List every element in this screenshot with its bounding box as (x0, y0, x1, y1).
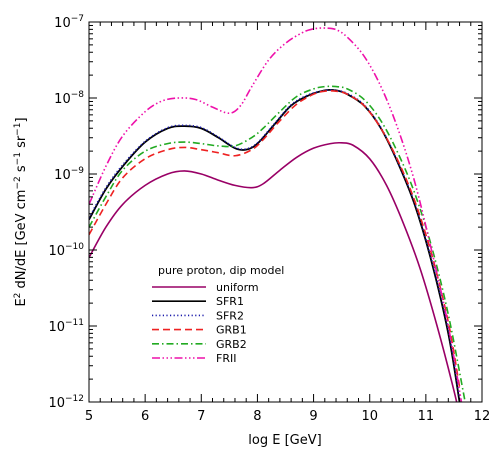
x-tick-label: 7 (197, 409, 205, 424)
y-tick-label: 10−10 (48, 242, 84, 259)
plot-frame (88, 21, 483, 403)
x-tick-label: 8 (253, 409, 261, 424)
x-tick-label: 11 (418, 409, 435, 424)
y-axis-label: E2 dN/dE [GeV cm−2 s−1 sr−1] (13, 117, 29, 306)
ylabel-end: ] (14, 117, 29, 122)
ticks-layer: 5 6 7 8 9 10 11 12 10−12 10−11 10−10 10−9 10−8 10−7 (48, 14, 490, 424)
legend-label-uniform: uniform (216, 281, 259, 294)
x-tick-label: 6 (141, 409, 149, 424)
x-tick-label: 10 (361, 409, 378, 424)
ylabel-sup2: −2 (13, 176, 23, 189)
ylabel-mid2: s (14, 165, 29, 176)
y-tick-label: 10−12 (48, 394, 84, 411)
series-line-grb1 (89, 89, 461, 387)
ylabel-base: E (14, 298, 29, 306)
series-line-frii (89, 27, 463, 402)
x-tick-label: 12 (474, 409, 491, 424)
legend-label-sfr1: SFR1 (216, 295, 244, 308)
ylabel-mid: dN/dE [GeV cm (14, 190, 29, 293)
y-tick-label: 10−9 (54, 166, 84, 183)
series-line-grb2 (89, 85, 466, 402)
series-layer (89, 27, 466, 402)
x-tick-label: 9 (309, 409, 317, 424)
legend-label-grb1: GRB1 (216, 324, 247, 337)
ylabel-sup1: 2 (13, 293, 23, 299)
y-tick-label: 10−11 (48, 318, 84, 335)
ylabel-sup4: −1 (13, 123, 23, 136)
series-line-sfr1 (89, 88, 461, 402)
legend-label-frii: FRII (216, 352, 236, 365)
series-line-uniform (89, 141, 458, 402)
ylabel-mid3: sr (14, 135, 29, 152)
y-tick-label: 10−8 (54, 90, 84, 107)
x-tick-label: 5 (85, 409, 93, 424)
legend-label-sfr2: SFR2 (216, 309, 244, 322)
legend-label-grb2: GRB2 (216, 338, 247, 351)
ylabel-sup3: −1 (13, 152, 23, 165)
x-axis-label: log E [GeV] (248, 433, 321, 448)
y-tick-label: 10−7 (54, 14, 84, 31)
series-line-sfr2 (89, 89, 461, 399)
legend-title: pure proton, dip model (158, 264, 284, 277)
